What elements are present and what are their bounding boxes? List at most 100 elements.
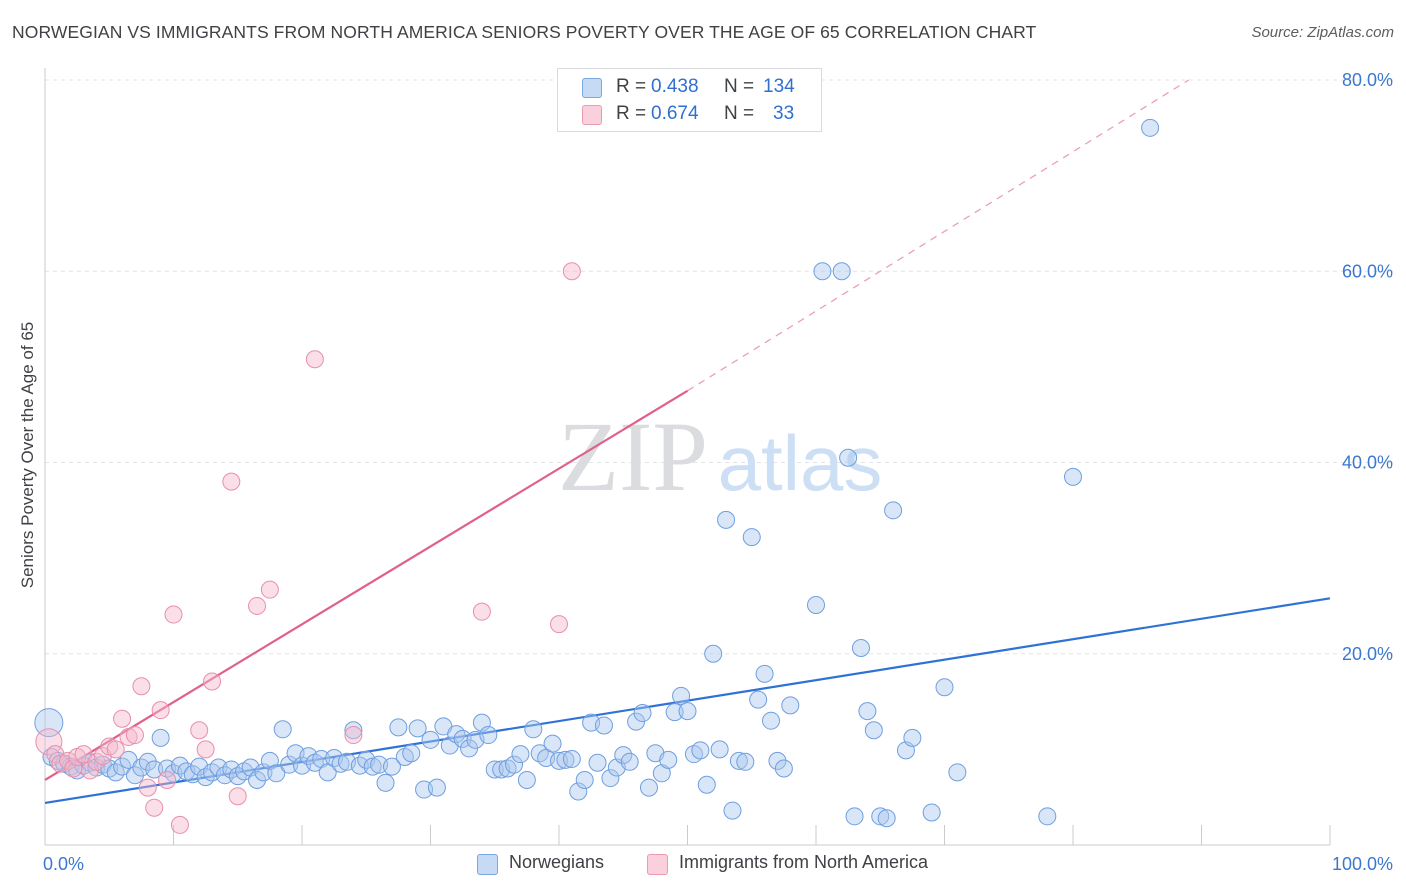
data-point <box>196 740 215 759</box>
data-point <box>389 718 408 737</box>
y-tick-label: 40.0% <box>1342 453 1393 473</box>
data-point <box>170 815 189 834</box>
data-point <box>164 605 183 624</box>
legend-swatch-norwegians <box>582 78 602 98</box>
data-point <box>228 787 247 806</box>
data-point <box>273 720 292 739</box>
chart-title: NORWEGIAN VS IMMIGRANTS FROM NORTH AMERI… <box>12 22 1037 42</box>
data-point <box>113 709 132 728</box>
data-point <box>948 763 967 782</box>
legend-n-value: 134 <box>763 76 795 97</box>
data-point <box>472 602 491 621</box>
data-point <box>845 807 864 826</box>
correlation-legend: R = 0.438 N = 134 R = 0.674 N = 33 <box>557 68 822 132</box>
data-point <box>672 686 691 705</box>
data-point <box>755 664 774 683</box>
legend-r-label: R = <box>616 103 647 124</box>
data-point <box>736 752 755 771</box>
x-tick-labels: 0.0% 100.0% <box>43 854 1393 874</box>
data-point <box>151 728 170 747</box>
data-point <box>376 773 395 792</box>
legend-r-value: 0.438 <box>651 76 699 97</box>
data-point <box>408 719 427 738</box>
watermark-atlas: atlas <box>718 419 883 507</box>
data-point <box>106 740 125 759</box>
data-point <box>344 726 363 745</box>
data-point <box>704 644 723 663</box>
data-point <box>248 770 267 789</box>
data-point <box>774 759 793 778</box>
data-point <box>903 728 922 747</box>
data-point <box>203 672 222 691</box>
data-point <box>749 690 768 709</box>
legend-r-value: 0.674 <box>651 103 699 124</box>
data-point <box>851 639 870 658</box>
data-point <box>659 750 678 769</box>
x-tick-label: 100.0% <box>1332 854 1393 874</box>
data-point <box>813 262 832 281</box>
data-point <box>550 615 568 634</box>
data-point <box>877 809 896 828</box>
data-point <box>768 751 787 770</box>
series-swatch-norwegians <box>477 854 498 875</box>
series-points <box>34 118 1160 828</box>
data-point <box>556 750 575 769</box>
data-point <box>807 595 825 614</box>
data-point <box>125 766 144 785</box>
data-point <box>511 745 530 764</box>
data-point <box>34 708 64 738</box>
series-points <box>35 262 581 834</box>
data-point <box>305 350 324 369</box>
data-point <box>145 760 164 779</box>
y-tick-label: 20.0% <box>1342 644 1393 664</box>
data-point <box>119 727 138 746</box>
watermark: ZIP atlas <box>558 401 882 512</box>
data-point <box>280 755 299 774</box>
data-point <box>935 678 954 697</box>
legend-n-label: N = <box>724 76 755 97</box>
data-point <box>575 770 594 789</box>
legend-n-label: N = <box>724 103 755 124</box>
data-point <box>421 730 440 749</box>
data-point <box>485 760 504 779</box>
data-point <box>222 472 241 491</box>
y-axis-label: Seniors Poverty Over the Age of 65 <box>18 321 37 589</box>
data-point <box>864 721 883 740</box>
data-point <box>138 752 157 771</box>
data-point <box>839 448 858 467</box>
data-point <box>402 744 421 763</box>
data-point <box>248 596 267 615</box>
data-point <box>1141 118 1160 137</box>
data-point <box>1064 467 1082 486</box>
data-point <box>562 749 581 768</box>
data-point <box>832 262 851 281</box>
data-point <box>884 501 903 520</box>
data-point <box>922 803 941 822</box>
data-point <box>729 751 748 770</box>
data-point <box>678 702 697 721</box>
source-label: Source: ZipAtlas.com <box>1251 24 1394 41</box>
legend-n-value: 33 <box>773 103 795 124</box>
data-point <box>331 754 350 773</box>
data-point <box>125 726 144 745</box>
data-point <box>363 757 382 776</box>
data-point <box>254 763 273 782</box>
data-point <box>35 728 63 756</box>
data-point <box>697 775 716 794</box>
data-point <box>710 740 729 759</box>
data-point <box>427 778 446 797</box>
data-point <box>267 764 286 783</box>
data-point <box>138 778 157 797</box>
watermark-zip: ZIP <box>558 401 708 512</box>
data-point <box>145 798 164 817</box>
data-point <box>344 721 363 740</box>
data-point <box>723 801 742 820</box>
data-point <box>190 721 209 740</box>
data-point <box>517 770 536 789</box>
series-name-norwegians: Norwegians <box>509 852 605 872</box>
data-point <box>594 716 613 735</box>
data-point <box>691 741 710 760</box>
data-point <box>762 711 781 730</box>
data-point <box>588 753 607 772</box>
